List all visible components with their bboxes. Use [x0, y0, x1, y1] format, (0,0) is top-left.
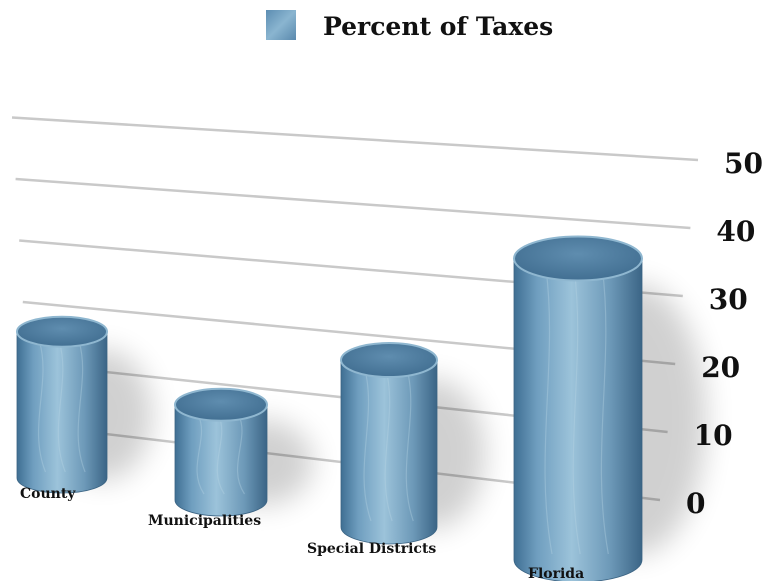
bar-texture	[216, 414, 225, 495]
bar-texture	[236, 414, 245, 495]
bar-texture	[77, 341, 86, 473]
category-label: Special Districts	[307, 541, 436, 557]
bar-top	[16, 315, 108, 348]
bar-top	[513, 235, 643, 282]
y-tick-label: 20	[701, 351, 740, 384]
bar-texture	[600, 268, 609, 555]
legend: Percent of Taxes	[266, 10, 553, 41]
bar-texture	[572, 268, 581, 555]
bar-texture	[405, 369, 414, 522]
bars	[16, 235, 643, 581]
gridline	[15, 177, 691, 230]
bar-texture	[363, 369, 372, 522]
legend-swatch	[266, 10, 296, 40]
category-label: County	[20, 486, 76, 502]
bar-texture	[38, 341, 47, 473]
bar	[513, 258, 643, 581]
bar	[174, 404, 268, 517]
bar-texture	[544, 268, 553, 555]
bar-top	[174, 387, 268, 422]
bar	[16, 331, 108, 494]
bar-texture	[384, 369, 393, 522]
y-tick-label: 40	[716, 215, 755, 248]
legend-label: Percent of Taxes	[323, 12, 553, 41]
bar-texture	[57, 341, 66, 473]
y-tick-label: 50	[724, 147, 763, 180]
category-label: Florida	[528, 566, 584, 581]
gridline	[11, 116, 699, 162]
bar	[340, 359, 438, 545]
bar-texture	[196, 414, 205, 495]
y-tick-label: 30	[709, 283, 748, 316]
category-label: Municipalities	[148, 513, 261, 529]
category-labels: County Municipalities Special Districts Flo…	[20, 486, 584, 581]
bar-top	[340, 342, 438, 379]
